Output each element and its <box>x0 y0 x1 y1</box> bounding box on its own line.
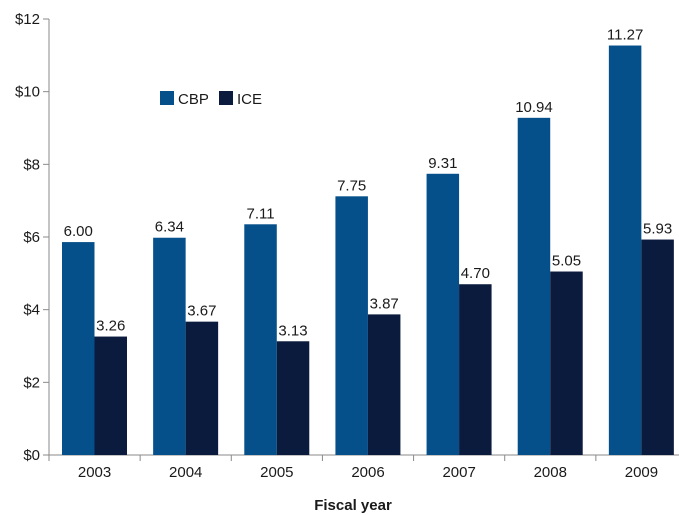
x-tick-label: 2003 <box>78 464 111 481</box>
bars <box>62 45 674 456</box>
y-tick-label: $6 <box>23 229 40 246</box>
bar-cbp <box>62 242 95 455</box>
y-tick-label: $12 <box>15 11 40 28</box>
data-label-cbp: 6.34 <box>155 219 184 236</box>
data-label-cbp: 9.31 <box>428 155 457 172</box>
bar-cbp <box>153 237 186 455</box>
bar-ice <box>94 336 127 455</box>
bar-ice <box>185 321 219 455</box>
x-axis-title: Fiscal year <box>314 497 392 514</box>
data-label-cbp: 7.11 <box>246 205 274 222</box>
bar-cbp <box>244 224 277 455</box>
x-tick-label: 2005 <box>260 464 293 481</box>
legend-swatch-cbp <box>160 91 174 105</box>
data-label-ice: 4.70 <box>461 265 490 282</box>
legend: CBP ICE <box>160 91 262 108</box>
bar-ice <box>459 284 492 455</box>
y-tick-label: $8 <box>23 156 40 173</box>
y-axis: $0 $2 $4 $6 $8 $10 $12 <box>15 11 50 464</box>
bar-cbp <box>517 117 551 456</box>
bar-cbp <box>335 196 368 455</box>
data-label-ice: 3.26 <box>96 318 125 335</box>
legend-label-ice: ICE <box>237 91 262 108</box>
bar-cbp <box>426 173 460 455</box>
y-tick-label: $10 <box>15 84 40 101</box>
data-label-cbp: 6.00 <box>64 223 93 240</box>
data-labels: 6.00 3.26 6.34 3.67 7.11 3.13 7.75 3.87 9.31 4.70… <box>64 27 673 340</box>
data-label-cbp: 10.94 <box>515 99 553 116</box>
x-axis: 2003 2004 2005 2006 2007 2008 2009 <box>48 454 679 481</box>
bar-cbp <box>608 45 642 455</box>
x-tick-label: 2004 <box>169 464 202 481</box>
legend-label-cbp: CBP <box>178 91 209 108</box>
bar-ice <box>367 314 401 455</box>
y-tick-label: $2 <box>23 374 40 391</box>
data-label-cbp: 11.27 <box>607 27 643 44</box>
bar-ice <box>276 341 310 455</box>
legend-swatch-ice <box>219 91 233 105</box>
data-label-ice: 3.13 <box>278 322 307 339</box>
bar-ice <box>550 271 583 455</box>
x-tick-label: 2009 <box>625 464 658 481</box>
x-tick-label: 2008 <box>534 464 567 481</box>
x-tick-label: 2007 <box>442 464 475 481</box>
x-tick-label: 2006 <box>351 464 384 481</box>
data-label-ice: 3.87 <box>370 295 399 312</box>
data-label-ice: 5.93 <box>643 221 672 238</box>
data-label-ice: 5.05 <box>552 253 581 270</box>
data-label-cbp: 7.75 <box>337 177 366 194</box>
y-tick-label: $0 <box>23 447 40 464</box>
data-label-ice: 3.67 <box>187 303 216 320</box>
bar-ice <box>641 239 674 455</box>
y-tick-label: $4 <box>23 302 40 319</box>
